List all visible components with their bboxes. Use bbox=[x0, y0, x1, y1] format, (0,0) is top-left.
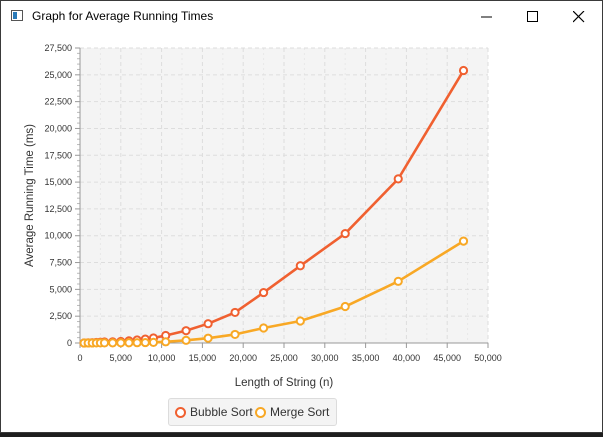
y-tick-label: 15,000 bbox=[44, 177, 72, 187]
y-tick-label: 7,500 bbox=[49, 258, 72, 268]
x-tick-label: 10,000 bbox=[148, 353, 176, 363]
data-point-bubble-sort bbox=[458, 65, 469, 76]
x-tick-label: 40,000 bbox=[393, 353, 421, 363]
line-chart: 0 5,000 10,000 15,000 20,000 25,000 30,000 35,0… bbox=[24, 43, 502, 389]
data-point-bubble-sort bbox=[340, 228, 350, 239]
legend-item-bubble-sort: Bubble Sort bbox=[175, 405, 253, 419]
data-point-merge-sort bbox=[458, 236, 469, 246]
app-icon bbox=[11, 10, 23, 21]
y-tick-label: 2,500 bbox=[49, 311, 72, 321]
data-point-merge-sort bbox=[116, 338, 126, 348]
x-tick-label: 25,000 bbox=[270, 353, 298, 363]
y-axis-label: Average Running Time (ms) bbox=[24, 124, 36, 267]
data-point-merge-sort bbox=[140, 337, 150, 348]
maximize-icon bbox=[527, 11, 538, 22]
data-point-merge-sort bbox=[259, 323, 269, 333]
x-axis-label: Length of String (n) bbox=[235, 377, 334, 389]
data-point-bubble-sort bbox=[230, 307, 240, 318]
close-icon bbox=[573, 11, 585, 23]
data-point-merge-sort bbox=[99, 338, 110, 348]
window-title: Graph for Average Running Times bbox=[32, 9, 214, 23]
x-tick-label: 45,000 bbox=[433, 353, 461, 363]
data-point-merge-sort bbox=[108, 338, 118, 348]
data-point-merge-sort bbox=[295, 316, 305, 326]
y-tick-label: 5,000 bbox=[49, 284, 72, 294]
data-point-bubble-sort bbox=[393, 174, 403, 184]
y-tick-label: 0 bbox=[67, 338, 72, 348]
title-bar[interactable]: Graph for Average Running Times bbox=[1, 1, 602, 32]
close-button[interactable] bbox=[556, 1, 602, 32]
y-tick-label: 12,500 bbox=[44, 204, 72, 214]
data-point-merge-sort bbox=[124, 338, 134, 348]
y-tick-label: 20,000 bbox=[44, 123, 72, 133]
data-point-bubble-sort bbox=[259, 287, 269, 298]
x-tick-label: 35,000 bbox=[352, 353, 380, 363]
maximize-button[interactable] bbox=[510, 1, 556, 32]
minimize-button[interactable] bbox=[464, 1, 510, 32]
x-tick-label: 15,000 bbox=[189, 353, 217, 363]
data-point-bubble-sort bbox=[181, 326, 191, 336]
y-tick-label: 22,500 bbox=[44, 97, 72, 107]
data-point-merge-sort bbox=[148, 337, 159, 347]
data-point-bubble-sort bbox=[295, 261, 305, 271]
y-tick-label: 25,000 bbox=[44, 70, 72, 80]
legend-item-merge-sort: Merge Sort bbox=[255, 405, 329, 419]
y-tick-label: 27,500 bbox=[44, 43, 72, 53]
y-tick-label: 10,000 bbox=[44, 231, 72, 241]
chart-area: 0 5,000 10,000 15,000 20,000 25,000 30,000 35,0… bbox=[1, 32, 602, 432]
data-point-merge-sort bbox=[132, 338, 142, 348]
x-tick-label: 20,000 bbox=[229, 353, 257, 363]
data-point-merge-sort bbox=[393, 276, 403, 286]
data-point-merge-sort bbox=[203, 333, 213, 343]
data-point-merge-sort bbox=[230, 329, 240, 340]
y-tick-label: 17,500 bbox=[44, 150, 72, 160]
data-point-merge-sort bbox=[340, 301, 350, 312]
legend-marker-bubble-sort bbox=[175, 407, 186, 418]
legend-label-merge-sort: Merge Sort bbox=[270, 405, 330, 419]
data-point-merge-sort bbox=[161, 337, 171, 347]
legend-marker-merge-sort bbox=[255, 407, 266, 418]
legend-label-bubble-sort: Bubble Sort bbox=[190, 405, 253, 419]
data-point-bubble-sort bbox=[203, 319, 213, 329]
x-tick-label: 0 bbox=[77, 353, 82, 363]
data-point-merge-sort bbox=[181, 335, 191, 345]
minimize-icon bbox=[481, 16, 492, 18]
chart-legend: Bubble Sort Merge Sort bbox=[168, 398, 337, 426]
x-tick-label: 5,000 bbox=[110, 353, 133, 363]
x-tick-label: 50,000 bbox=[474, 353, 502, 363]
x-tick-label: 30,000 bbox=[311, 353, 339, 363]
